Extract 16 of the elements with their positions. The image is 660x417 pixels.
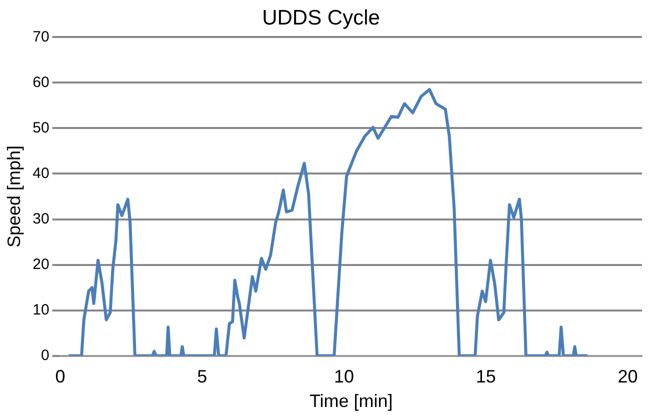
chart-title: UDDS Cycle (262, 6, 380, 30)
y-tick-label: 20 (32, 256, 50, 273)
x-tick-label: 0 (55, 366, 66, 387)
y-tick-label: 50 (32, 119, 50, 136)
x-axis-title: Time [min] (309, 391, 393, 412)
y-tick-label: 60 (32, 74, 50, 91)
x-tick-label: 15 (476, 366, 496, 387)
y-tick-label: 0 (40, 346, 50, 364)
y-axis-title: Speed [mph] (4, 145, 24, 248)
y-tick-label: 40 (32, 164, 50, 182)
x-tick-label: 5 (197, 366, 208, 387)
x-tick-label: 20 (618, 366, 638, 387)
y-tick-label: 70 (32, 28, 50, 46)
y-tick-label: 10 (32, 301, 50, 318)
y-tick-label: 30 (32, 210, 50, 228)
x-tick-label: 10 (334, 366, 354, 387)
